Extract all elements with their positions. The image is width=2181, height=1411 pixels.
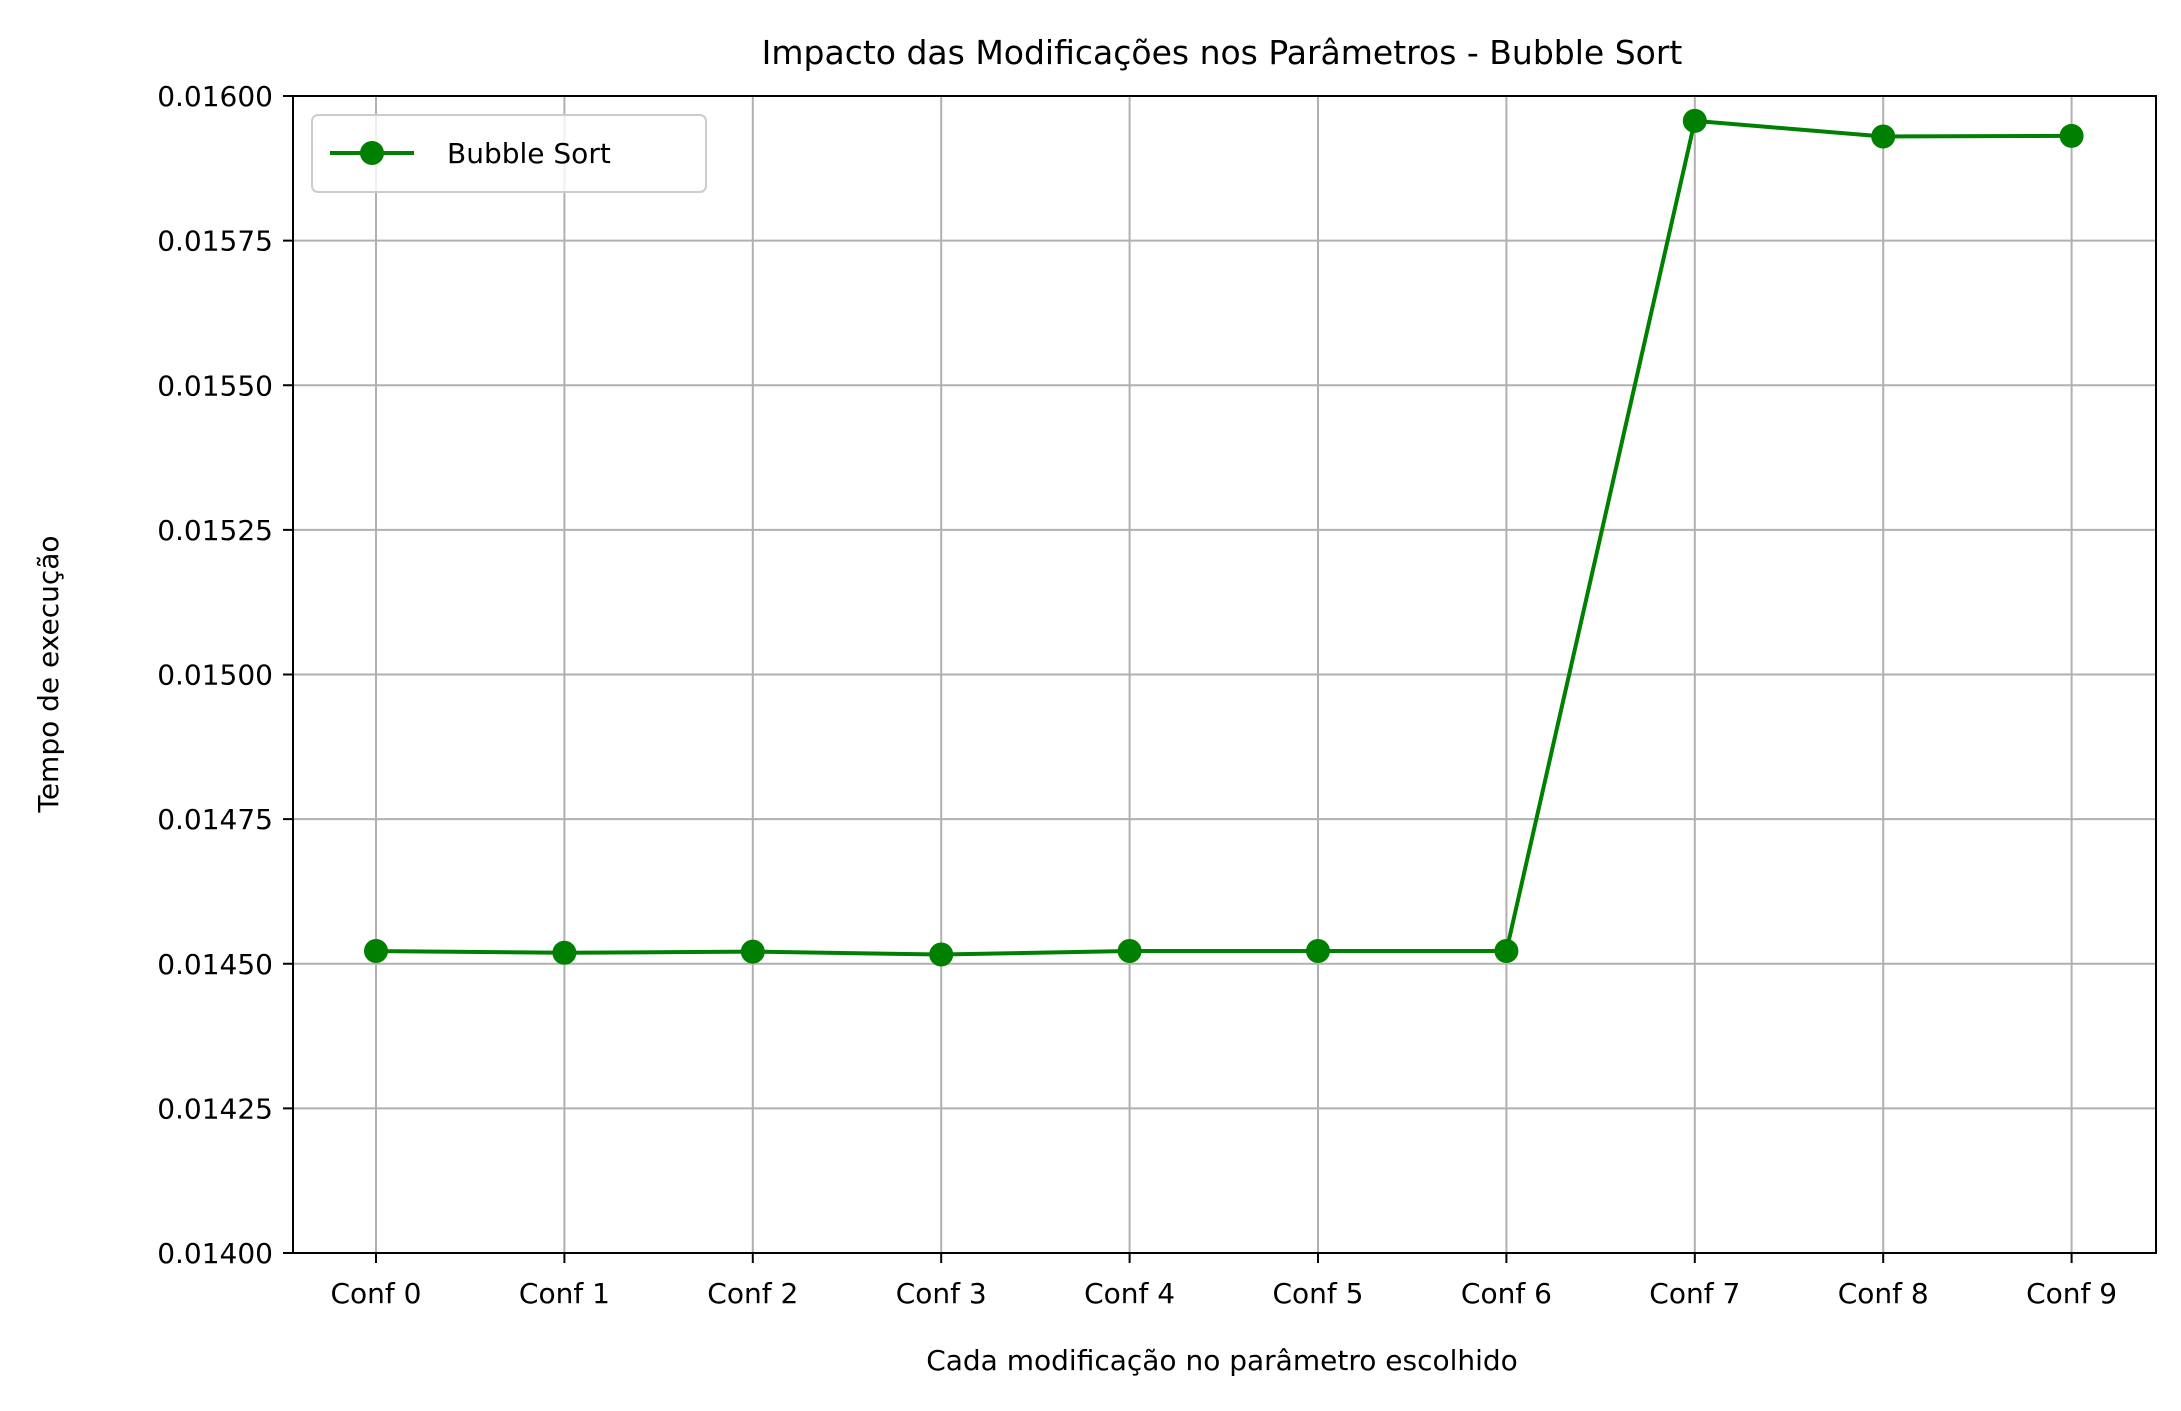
data-point-marker — [1306, 939, 1330, 964]
x-tick-label: Conf 6 — [1461, 1277, 1552, 1310]
y-tick-label: 0.01575 — [157, 225, 273, 258]
legend-marker-swatch — [360, 141, 384, 165]
x-tick-label: Conf 9 — [2026, 1277, 2117, 1310]
x-tick-label: Conf 5 — [1273, 1277, 1364, 1310]
y-tick-label: 0.01525 — [157, 514, 273, 547]
x-tick-label: Conf 3 — [896, 1277, 987, 1310]
series-layer — [364, 108, 2084, 967]
y-tick-label: 0.01475 — [157, 803, 273, 836]
x-tick-label: Conf 2 — [707, 1277, 798, 1310]
x-tick-label: Conf 0 — [331, 1277, 422, 1310]
data-point-marker — [929, 942, 954, 967]
y-tick-label: 0.01550 — [157, 369, 273, 402]
legend: Bubble Sort — [311, 114, 707, 193]
grid-lines — [293, 95, 2156, 1254]
x-axis-ticks: Conf 0 Conf 1 Conf 2 Conf 3 Conf 4 Conf 5 Conf… — [331, 1253, 2117, 1310]
y-axis-ticks: 0.01400 0.01425 0.01450 0.01475 0.01500 0.015… — [157, 80, 293, 1270]
x-tick-label: Conf 4 — [1084, 1277, 1175, 1310]
x-axis-label: Cada modificação no parâmetro escolhido — [926, 1344, 1518, 1377]
data-point-marker — [1682, 108, 1707, 133]
data-point-marker — [364, 939, 388, 964]
y-tick-label: 0.01500 — [157, 659, 273, 692]
x-tick-label: Conf 7 — [1649, 1277, 1740, 1310]
y-tick-label: 0.01425 — [157, 1092, 273, 1125]
chart-title: Impacto das Modificações nos Parâmetros … — [762, 33, 1683, 72]
data-point-marker — [552, 940, 577, 965]
legend-box — [311, 114, 707, 193]
data-point-marker — [740, 939, 765, 964]
data-point-marker — [2059, 123, 2084, 148]
data-point-marker — [1871, 124, 1896, 149]
data-point-marker — [1117, 939, 1142, 964]
y-tick-label: 0.01400 — [157, 1237, 273, 1270]
y-tick-label: 0.01450 — [157, 948, 273, 981]
legend-label-bubble-sort: Bubble Sort — [447, 137, 611, 170]
x-tick-label: Conf 8 — [1838, 1277, 1929, 1310]
x-tick-label: Conf 1 — [519, 1277, 610, 1310]
series-line-bubble-sort — [375, 118, 2072, 957]
y-axis-label: Tempo de execução — [32, 535, 65, 813]
y-tick-label: 0.01600 — [157, 80, 273, 113]
data-point-marker — [1494, 939, 1519, 964]
